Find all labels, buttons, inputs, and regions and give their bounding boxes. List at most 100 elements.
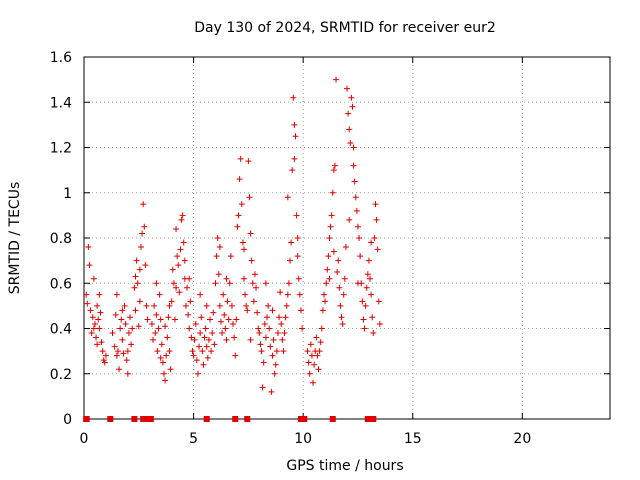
data-point — [278, 320, 285, 327]
data-point — [182, 302, 189, 309]
data-point — [243, 302, 250, 309]
data-point — [273, 348, 280, 355]
data-point — [327, 223, 334, 230]
data-point — [319, 307, 326, 314]
data-point — [144, 316, 151, 323]
data-point — [337, 302, 344, 309]
data-point — [173, 225, 180, 232]
data-point — [170, 280, 177, 287]
data-point — [328, 212, 335, 219]
data-point — [257, 341, 264, 348]
data-point — [202, 325, 209, 332]
data-point — [237, 155, 244, 162]
data-point — [136, 298, 143, 305]
data-point — [98, 339, 105, 346]
data-point — [367, 275, 374, 282]
data-point — [224, 298, 231, 305]
data-point — [349, 103, 356, 110]
data-point — [221, 311, 228, 318]
data-point — [132, 273, 139, 280]
data-point — [230, 320, 237, 327]
data-point — [125, 330, 132, 337]
data-point — [198, 314, 205, 321]
data-point — [151, 302, 158, 309]
data-point — [297, 307, 304, 314]
data-point — [310, 379, 317, 386]
data-point — [216, 302, 223, 309]
data-point — [372, 201, 379, 208]
data-point — [215, 271, 222, 278]
data-point — [166, 302, 173, 309]
y-tick-label: 0.6 — [50, 276, 72, 292]
data-point — [127, 314, 134, 321]
data-point — [249, 280, 256, 287]
data-point — [246, 194, 253, 201]
data-point — [269, 352, 276, 359]
data-point — [109, 330, 116, 337]
data-point — [354, 223, 361, 230]
data-point — [97, 309, 104, 316]
data-point — [258, 348, 265, 355]
data-point — [188, 334, 195, 341]
x-tick-label: 0 — [80, 431, 89, 447]
data-point — [250, 298, 257, 305]
data-point — [295, 275, 302, 282]
data-point — [187, 298, 194, 305]
data-point — [88, 330, 95, 337]
y-tick-label: 1.6 — [50, 50, 72, 66]
y-tick-label: 0.2 — [50, 367, 72, 383]
data-point — [272, 361, 279, 368]
zero-data-point — [244, 416, 251, 422]
data-point — [269, 307, 276, 314]
data-point — [370, 330, 377, 337]
data-point — [128, 341, 135, 348]
zero-data-point — [301, 416, 308, 422]
data-point — [270, 336, 277, 343]
data-point — [268, 388, 275, 395]
data-point — [329, 189, 336, 196]
data-point — [152, 330, 159, 337]
data-point — [212, 280, 219, 287]
data-point — [133, 257, 140, 264]
data-point — [276, 314, 283, 321]
data-point — [150, 336, 157, 343]
data-point — [375, 298, 382, 305]
data-point — [154, 348, 161, 355]
data-point — [340, 291, 347, 298]
data-point — [157, 316, 164, 323]
data-point — [203, 302, 210, 309]
x-axis-title: GPS time / hours — [286, 458, 403, 474]
data-point — [143, 302, 150, 309]
data-point — [159, 359, 166, 366]
data-point — [362, 302, 369, 309]
data-point — [294, 235, 301, 241]
data-point — [216, 244, 223, 251]
data-point — [333, 76, 340, 83]
data-point — [338, 314, 345, 321]
data-point — [234, 223, 241, 230]
data-point — [284, 194, 291, 201]
data-point — [368, 291, 375, 298]
data-point — [102, 352, 109, 359]
data-point — [197, 291, 204, 298]
data-point — [344, 85, 350, 92]
data-point — [132, 307, 139, 314]
x-tick-label: 20 — [513, 431, 531, 447]
data-point — [184, 284, 191, 291]
data-point — [350, 162, 357, 169]
data-point — [131, 284, 138, 291]
data-point — [165, 314, 172, 321]
data-point — [117, 325, 124, 332]
data-point — [282, 314, 289, 321]
data-point — [193, 357, 200, 364]
data-point — [306, 370, 313, 377]
data-point — [245, 158, 252, 165]
data-point — [205, 336, 212, 343]
y-tick-label: 1.4 — [50, 95, 72, 111]
data-point — [194, 370, 201, 377]
data-point — [361, 325, 368, 332]
data-point — [336, 284, 343, 291]
data-point — [236, 176, 243, 183]
data-point — [223, 275, 230, 282]
